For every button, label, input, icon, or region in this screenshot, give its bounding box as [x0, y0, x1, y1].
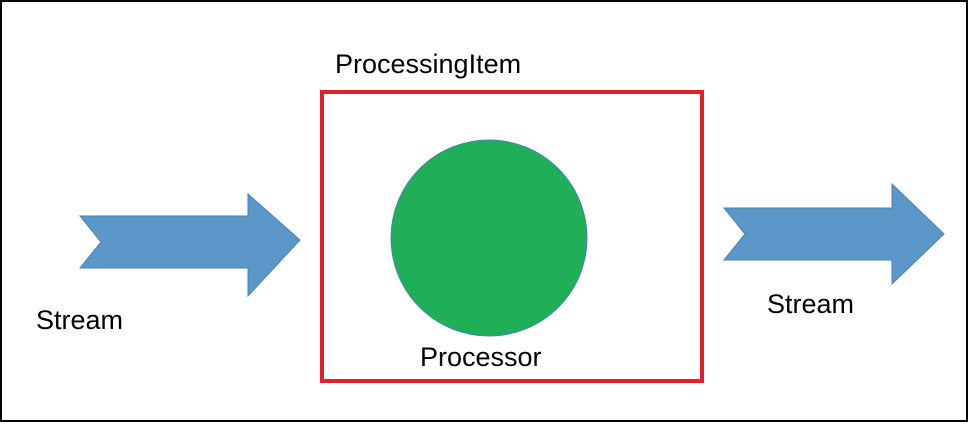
output-stream-arrow-icon [722, 182, 945, 286]
processing-item-box [320, 90, 704, 383]
processing-item-title: ProcessingItem [335, 49, 522, 79]
input-stream-arrow-icon [78, 192, 301, 298]
processor-circle [390, 139, 588, 337]
output-stream-label: Stream [767, 289, 855, 319]
processor-label: Processor [420, 342, 542, 372]
input-stream-label: Stream [36, 305, 124, 335]
